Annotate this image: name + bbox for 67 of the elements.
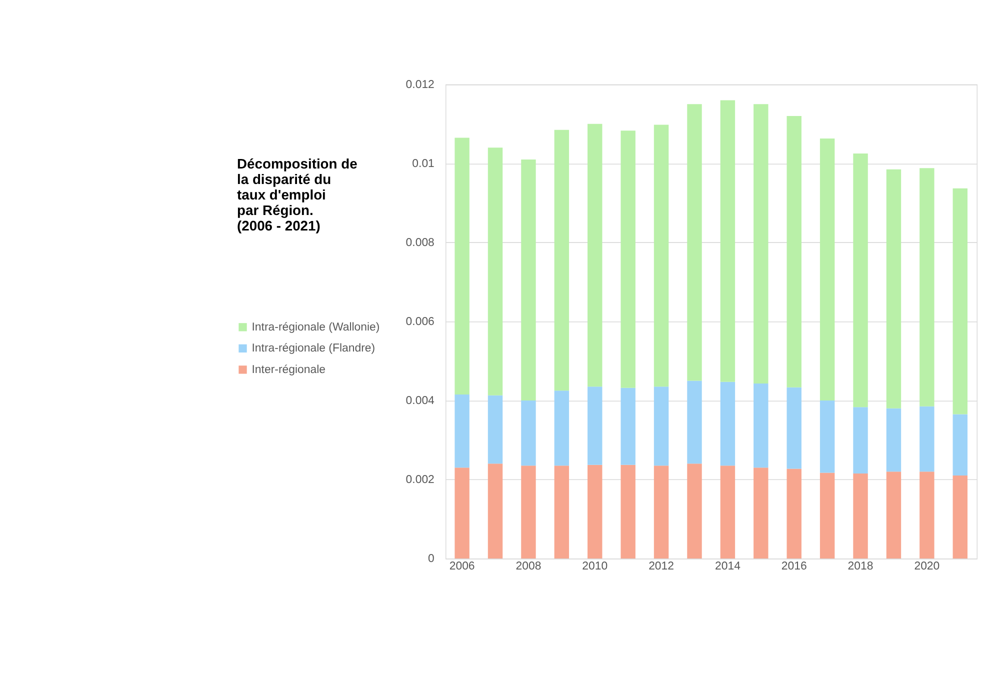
bar <box>720 382 736 466</box>
bar <box>454 138 470 395</box>
x-tick-label: 2012 <box>648 560 674 573</box>
bar <box>952 414 968 476</box>
bar <box>920 406 934 472</box>
bar <box>588 464 602 558</box>
bar <box>654 386 669 466</box>
bar <box>554 130 570 391</box>
bar <box>488 464 503 558</box>
bar <box>588 386 602 465</box>
bar <box>654 124 669 387</box>
y-tick-label: 0.01 <box>412 158 434 170</box>
bar <box>853 407 868 474</box>
x-tick-label: 2006 <box>449 560 475 573</box>
legend-label: Intra-régionale (Wallonie) <box>252 321 380 334</box>
bar <box>687 380 702 464</box>
legend-label: Inter-régionale <box>252 364 326 376</box>
bar <box>853 154 868 408</box>
text: Décomposition de la disparité du taux d'emploi par Région. (2006 - 2021) <box>237 156 358 234</box>
bar <box>620 388 636 465</box>
bar <box>488 148 503 396</box>
bar <box>853 474 868 558</box>
bar <box>521 400 536 466</box>
bar <box>920 168 934 406</box>
bar <box>754 468 768 558</box>
y-tick-label: 0 <box>428 553 434 566</box>
bar <box>820 400 835 473</box>
bar <box>786 116 802 388</box>
x-tick-label: 2016 <box>781 560 807 573</box>
bar <box>952 476 968 558</box>
bar <box>687 464 702 558</box>
bar <box>620 464 636 558</box>
bar <box>886 472 902 558</box>
bar <box>952 188 968 414</box>
bar <box>786 468 802 558</box>
bar <box>720 100 736 382</box>
bar <box>820 138 835 400</box>
bar <box>786 387 802 469</box>
bar <box>554 390 570 466</box>
x-tick-label: 2008 <box>516 560 542 573</box>
x-tick-label: 2018 <box>848 560 874 573</box>
bar <box>454 468 470 558</box>
bar <box>754 104 768 384</box>
legend-label: Intra-régionale (Flandre) <box>252 342 376 355</box>
y-tick-label: 0.008 <box>406 237 434 250</box>
bar <box>454 394 470 468</box>
x-tick-label: 2014 <box>714 560 742 573</box>
y-tick-label: 0.012 <box>406 79 434 92</box>
bar <box>720 466 736 558</box>
bar <box>820 472 835 558</box>
y-tick-label: 0.004 <box>406 395 436 408</box>
bar <box>521 159 536 400</box>
bar <box>488 395 503 464</box>
bar <box>886 169 902 408</box>
x-tick-label: 2010 <box>582 560 608 573</box>
bar <box>521 466 536 558</box>
bar <box>588 124 602 387</box>
bar <box>554 466 570 558</box>
bar <box>687 104 702 381</box>
y-tick-label: 0.006 <box>406 316 434 328</box>
y-tick-label: 0.002 <box>406 474 434 486</box>
bar <box>920 472 934 558</box>
bar <box>620 130 636 388</box>
bar <box>654 466 669 558</box>
bar <box>754 383 768 468</box>
x-tick-label: 2020 <box>914 560 940 573</box>
bar <box>886 408 902 472</box>
